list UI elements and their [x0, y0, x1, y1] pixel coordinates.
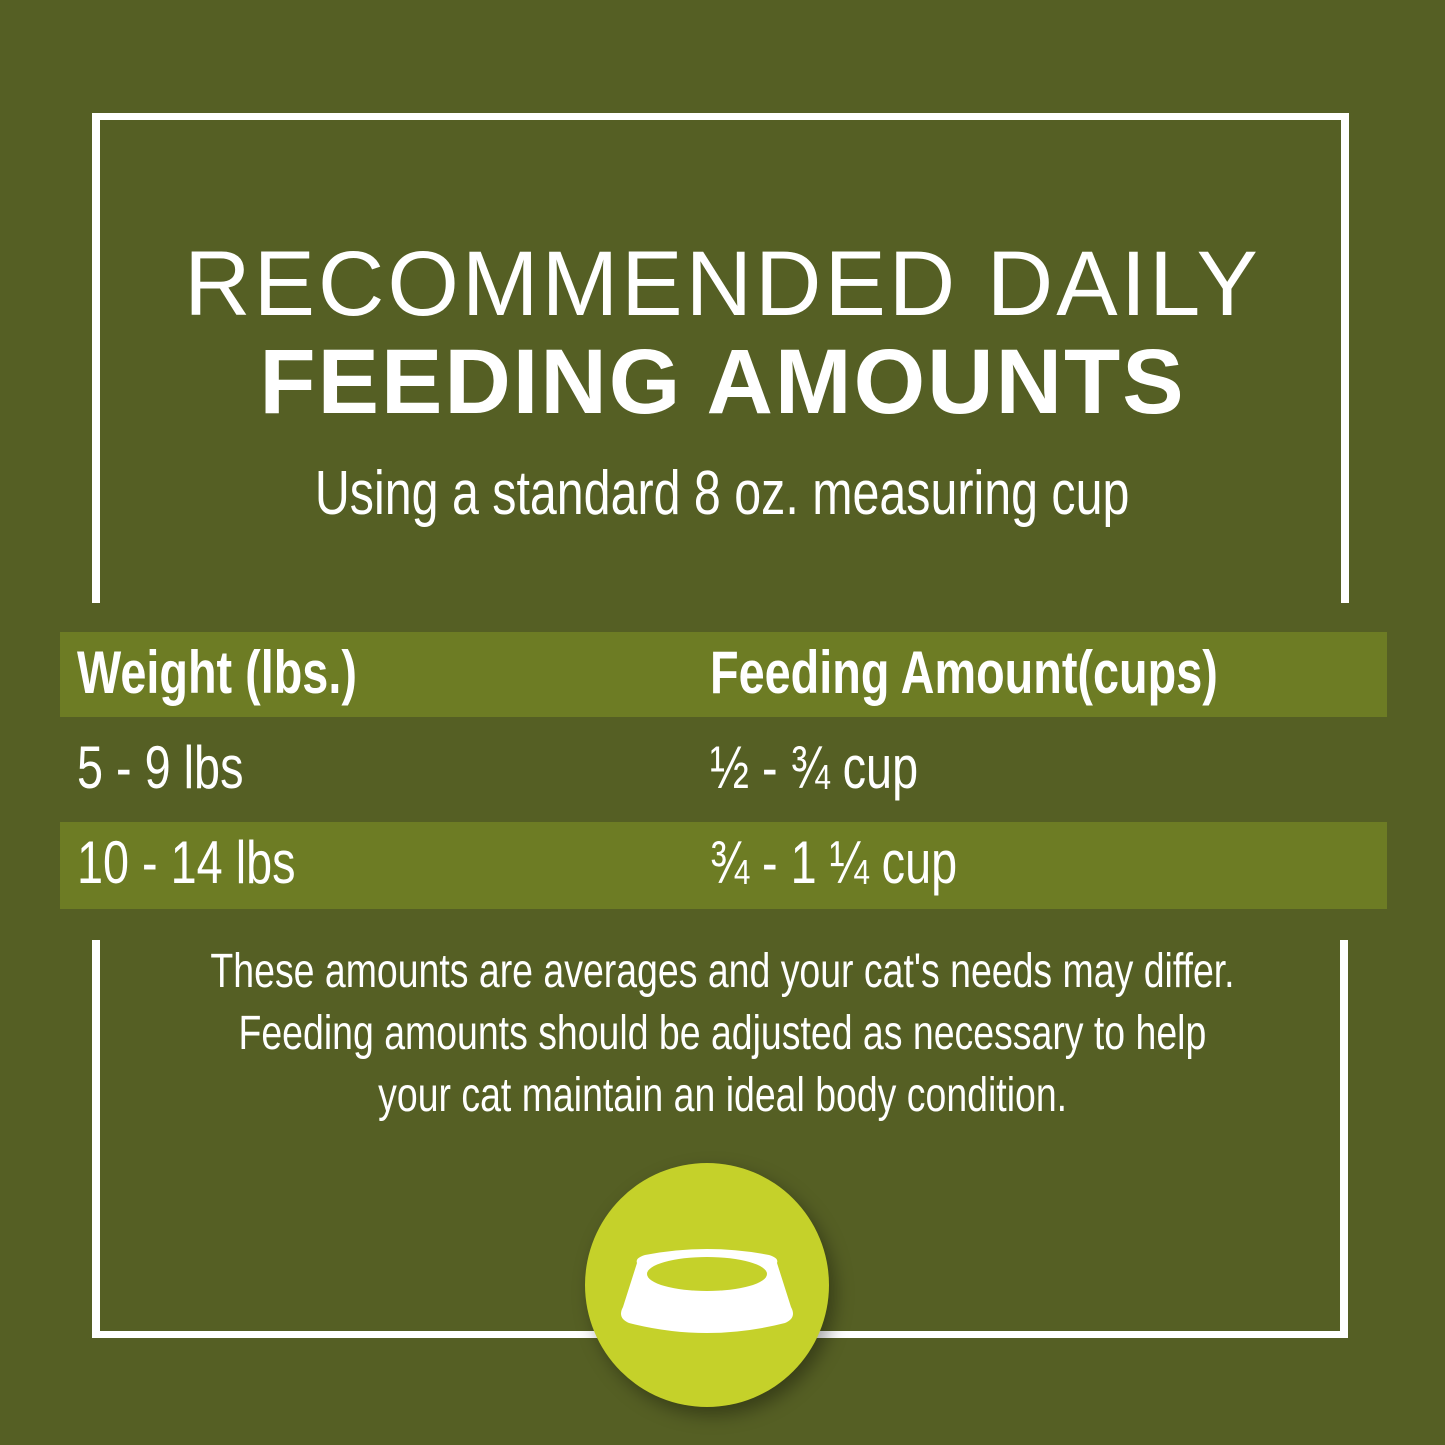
frame-top-left-edge — [92, 113, 100, 603]
header-weight: Weight (lbs.) — [77, 638, 436, 707]
header-weight-text: Weight (lbs.) — [77, 639, 357, 706]
title-line-2-text: FEEDING AMOUNTS — [259, 331, 1186, 433]
note-line-3-text: your cat maintain an ideal body conditio… — [378, 1069, 1067, 1122]
table-header-band — [60, 632, 1387, 717]
row-1-weight-text: 5 - 9 lbs — [77, 734, 244, 801]
frame-bottom-left-edge — [92, 940, 100, 1338]
title-line-1-text: RECOMMENDED DAILY — [184, 233, 1261, 335]
subtitle: Using a standard 8 oz. measuring cup — [0, 458, 1445, 529]
frame-top-edge — [92, 113, 1349, 120]
row-2-amount-text: ¾ - 1 ¼ cup — [710, 829, 958, 896]
bowl-badge — [585, 1163, 829, 1407]
note-line-3: your cat maintain an ideal body conditio… — [0, 1068, 1445, 1123]
frame-top-right-edge — [1341, 113, 1349, 603]
table-row-1-weight: 5 - 9 lbs — [77, 733, 290, 802]
row-2-weight-text: 10 - 14 lbs — [77, 829, 296, 896]
table-row-2-amount: ¾ - 1 ¼ cup — [710, 828, 1027, 897]
header-feeding-amount-text: Feeding Amount(cups) — [710, 639, 1218, 706]
note-line-1-text: These amounts are averages and your cat'… — [210, 945, 1235, 998]
note-line-1: These amounts are averages and your cat'… — [0, 944, 1445, 999]
note-line-2: Feeding amounts should be adjusted as ne… — [0, 1006, 1445, 1061]
title-line-1: RECOMMENDED DAILY — [0, 232, 1445, 337]
subtitle-text: Using a standard 8 oz. measuring cup — [315, 459, 1130, 528]
header-feeding-amount: Feeding Amount(cups) — [710, 638, 1361, 707]
frame-bottom-right-edge — [1340, 940, 1348, 1338]
title-line-2: FEEDING AMOUNTS — [0, 330, 1445, 435]
food-bowl-icon — [621, 1249, 793, 1333]
table-row-band — [60, 822, 1387, 909]
note-line-2-text: Feeding amounts should be adjusted as ne… — [238, 1007, 1207, 1060]
table-row-1-amount: ½ - ¾ cup — [710, 733, 977, 802]
row-1-amount-text: ½ - ¾ cup — [710, 734, 919, 801]
table-row-2-weight: 10 - 14 lbs — [77, 828, 357, 897]
